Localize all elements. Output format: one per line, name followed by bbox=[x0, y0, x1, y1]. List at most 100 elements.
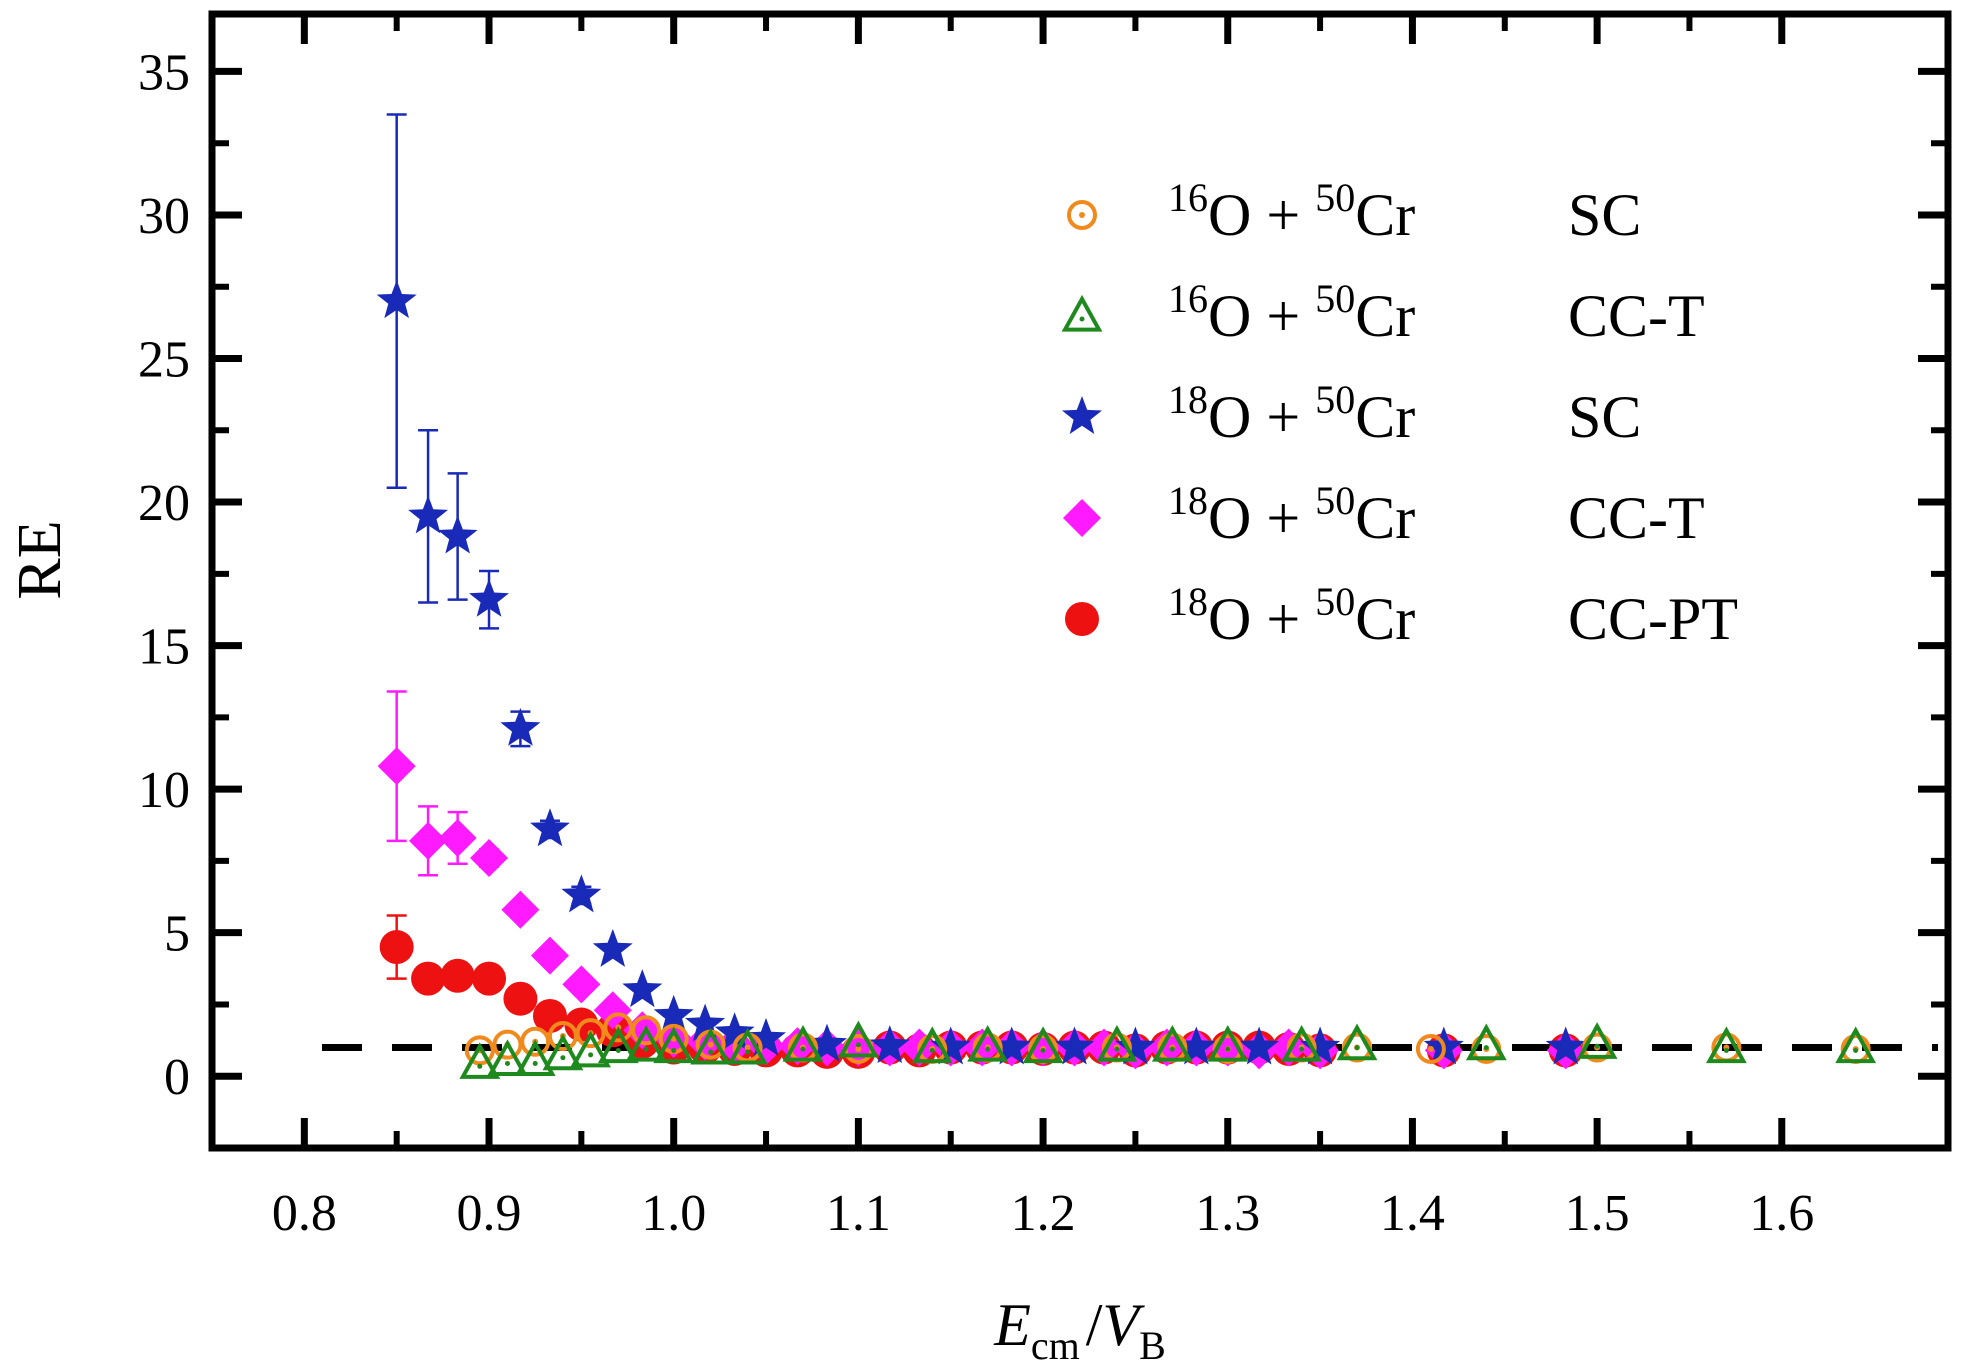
legend-marker bbox=[1065, 602, 1099, 636]
data-point bbox=[1022, 1026, 1064, 1064]
data-point bbox=[869, 1025, 910, 1064]
legend-label-part: O bbox=[1208, 384, 1251, 450]
data-point bbox=[1115, 1026, 1156, 1065]
legend-label-part: O bbox=[1208, 485, 1251, 551]
legend-label-part: O bbox=[1208, 283, 1251, 349]
y-tick-label: 10 bbox=[138, 762, 190, 819]
legend-label-part: + bbox=[1251, 384, 1315, 450]
axes-layer: 0.8 0.9 1.0 1.1 1.2 1.3 1.4 1.5 1.6 0 5 10 15 20 25 30 3… bbox=[138, 10, 1952, 1242]
data-point bbox=[782, 1024, 824, 1062]
legend-entry-2: 18O + 50Cr SC bbox=[1062, 377, 1641, 450]
data-point bbox=[967, 1024, 1009, 1062]
legend-entry-3: 18O + 50Cr CC-T bbox=[1063, 478, 1705, 551]
data-point bbox=[1576, 1022, 1618, 1059]
legend-label: 16O + 50Cr bbox=[1168, 175, 1415, 248]
data-point bbox=[653, 994, 694, 1033]
x-axis-label-energy: E bbox=[993, 1292, 1031, 1358]
legend-label-part: Cr bbox=[1355, 182, 1415, 248]
series-2 bbox=[376, 113, 1586, 1065]
data-point bbox=[1415, 1033, 1446, 1064]
data-point bbox=[440, 958, 475, 993]
data-point bbox=[438, 818, 477, 857]
series-1 bbox=[459, 1020, 1877, 1079]
data-point bbox=[807, 1023, 847, 1062]
x-tick-label: 1.4 bbox=[1380, 1185, 1445, 1242]
data-point bbox=[1151, 1024, 1193, 1062]
legend-label-part: 16 bbox=[1168, 276, 1208, 321]
data-point bbox=[530, 808, 570, 847]
legend-label-part: Cr bbox=[1355, 384, 1415, 450]
legend-marker bbox=[1062, 396, 1102, 434]
legend-label-part: 18 bbox=[1168, 579, 1208, 624]
x-axis-label-barrier-subscript: B bbox=[1139, 1323, 1166, 1367]
x-axis-label-barrier: V bbox=[1102, 1292, 1145, 1358]
data-point bbox=[408, 495, 448, 534]
plot-frame bbox=[208, 10, 1952, 1152]
x-tick-label: 1.6 bbox=[1749, 1185, 1814, 1242]
y-tick-label: 35 bbox=[138, 44, 190, 101]
data-point bbox=[593, 991, 632, 1030]
legend-marker bbox=[1067, 200, 1097, 230]
data-point bbox=[409, 821, 448, 860]
data-point bbox=[570, 1030, 611, 1068]
data-point bbox=[1054, 1026, 1095, 1065]
legend-label-part: Cr bbox=[1355, 485, 1415, 551]
legend-entry-1: 16O + 50Cr CC-T bbox=[1061, 276, 1705, 349]
x-tick-label: 1.1 bbox=[826, 1185, 891, 1242]
data-point bbox=[746, 1017, 786, 1056]
data-point bbox=[472, 961, 507, 996]
legend-label: 18O + 50Cr bbox=[1168, 478, 1415, 551]
x-tick-label: 0.8 bbox=[272, 1185, 337, 1242]
data-point bbox=[1281, 1024, 1323, 1062]
y-tick-label: 0 bbox=[164, 1049, 190, 1106]
data-point bbox=[714, 1012, 755, 1051]
data-point bbox=[592, 928, 633, 967]
axis-labels-layer: RE Ecm/VB bbox=[6, 520, 1166, 1368]
legend-label-part: 50 bbox=[1315, 377, 1355, 422]
x-tick-label: 0.9 bbox=[457, 1185, 522, 1242]
data-point bbox=[1207, 1024, 1249, 1062]
data-point bbox=[562, 965, 601, 1004]
x-axis-label: Ecm/VB bbox=[993, 1292, 1166, 1367]
data-point bbox=[379, 930, 414, 965]
legend-label-part: O bbox=[1208, 586, 1251, 652]
y-tick-label: 25 bbox=[138, 332, 190, 389]
data-point bbox=[625, 1024, 667, 1062]
legend-label-part: + bbox=[1251, 182, 1315, 248]
x-tick-label: 1.5 bbox=[1565, 1185, 1630, 1242]
x-tick-label: 1.2 bbox=[1011, 1185, 1076, 1242]
legend-label-part: + bbox=[1251, 283, 1315, 349]
data-point bbox=[503, 981, 538, 1016]
data-point bbox=[597, 1026, 639, 1064]
data-point bbox=[837, 1020, 879, 1058]
data-point bbox=[411, 961, 446, 996]
legend-model-label: SC bbox=[1568, 384, 1641, 450]
legend-label: 18O + 50Cr bbox=[1168, 377, 1415, 450]
data-point bbox=[1705, 1026, 1747, 1064]
legend-marker bbox=[1063, 499, 1101, 537]
data-point bbox=[501, 890, 540, 929]
data-point bbox=[911, 1026, 953, 1064]
legend-label-part: Cr bbox=[1355, 283, 1415, 349]
data-point bbox=[1835, 1026, 1877, 1064]
legend-model-label: CC-T bbox=[1568, 485, 1705, 551]
data-point bbox=[514, 1039, 556, 1077]
data-point bbox=[469, 578, 509, 617]
legend-label: 16O + 50Cr bbox=[1168, 276, 1415, 349]
data-point bbox=[470, 839, 509, 878]
data-layer bbox=[376, 113, 1877, 1079]
data-point bbox=[930, 1026, 971, 1065]
y-tick-label: 15 bbox=[138, 619, 190, 676]
legend-label-part: + bbox=[1251, 485, 1315, 551]
data-point bbox=[991, 1026, 1032, 1065]
data-point bbox=[622, 969, 663, 1008]
y-tick-label: 20 bbox=[138, 475, 190, 532]
data-point bbox=[376, 280, 417, 319]
data-point bbox=[459, 1042, 501, 1079]
data-point bbox=[1545, 1026, 1586, 1065]
legend-label-part: 50 bbox=[1315, 478, 1355, 523]
data-point bbox=[437, 515, 478, 554]
data-point bbox=[377, 747, 416, 786]
legend-label-part: 18 bbox=[1168, 377, 1208, 422]
